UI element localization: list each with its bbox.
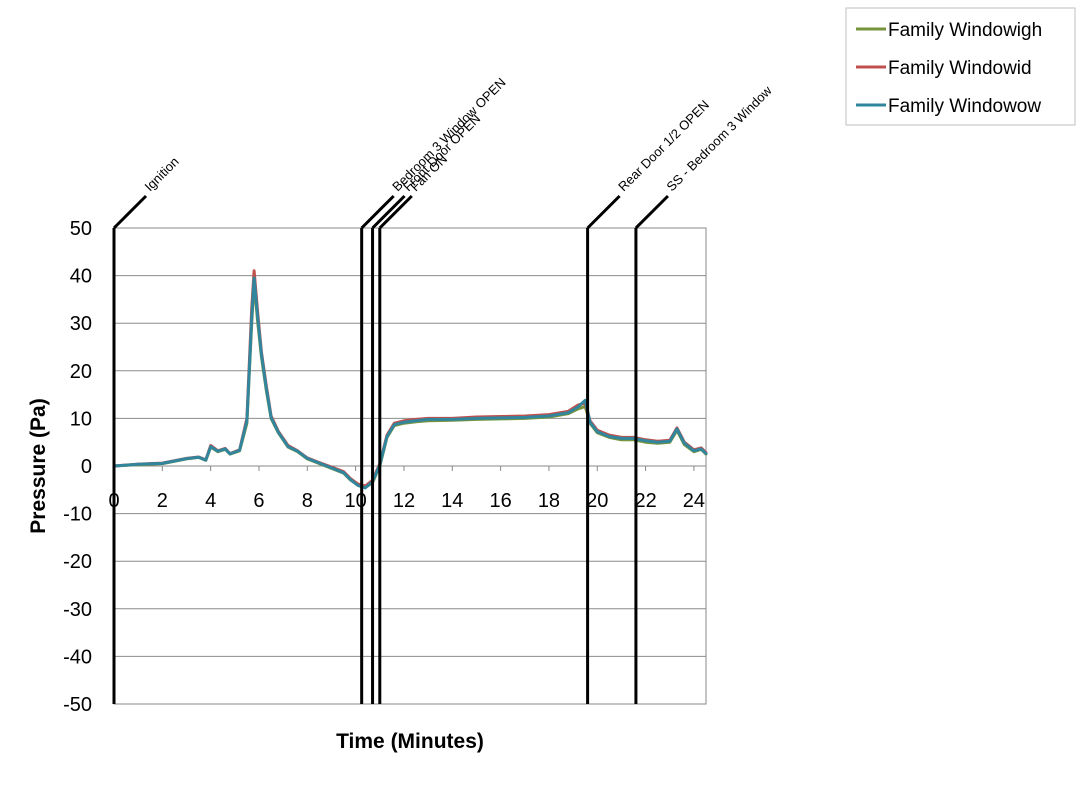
event-leader xyxy=(378,194,413,230)
y-tick-label: -50 xyxy=(63,694,92,716)
x-tick-label: 6 xyxy=(253,490,264,512)
x-tick-label: 12 xyxy=(393,490,415,512)
y-tick-label: 10 xyxy=(70,408,92,430)
event-leader xyxy=(112,194,148,230)
x-tick-label: 8 xyxy=(302,490,313,512)
series-line-1 xyxy=(112,281,708,489)
event-label: Ignition xyxy=(142,154,182,194)
x-axis-title: Time (Minutes) xyxy=(336,730,484,753)
legend-label: Family Windowigh xyxy=(888,20,1042,41)
series-lines xyxy=(112,269,708,490)
y-tick-label: 50 xyxy=(70,218,92,240)
legend-label: Family Windowow xyxy=(888,96,1041,117)
y-tick-labels: 50 40 30 20 10 0 -10 -20 -30 -40 -50 xyxy=(63,218,92,716)
x-tick-label: 2 xyxy=(157,490,168,512)
y-tick-label: 0 xyxy=(81,456,92,478)
legend: Family Windowigh Family Windowid Family Wi… xyxy=(845,7,1076,126)
y-tick-label: 40 xyxy=(70,266,92,288)
x-tick-label: 20 xyxy=(586,490,608,512)
series-line-3 xyxy=(112,276,708,490)
y-tick-label: -10 xyxy=(63,504,92,526)
event-leader xyxy=(360,194,395,230)
x-tick-label: 24 xyxy=(683,490,705,512)
axes xyxy=(113,228,706,704)
event-leader xyxy=(634,194,669,230)
y-tick-label: -30 xyxy=(63,599,92,621)
x-tick-label: 10 xyxy=(345,490,367,512)
y-axis-title: Pressure (Pa) xyxy=(27,398,50,533)
event-leader xyxy=(586,194,621,230)
event-leader xyxy=(371,194,406,230)
x-tick-label: 22 xyxy=(634,490,656,512)
y-tick-label: -20 xyxy=(63,551,92,573)
x-tick-label: 14 xyxy=(441,490,463,512)
series-line-2 xyxy=(112,269,708,488)
legend-label: Family Windowid xyxy=(888,58,1032,79)
y-tick-label: 30 xyxy=(70,313,92,335)
y-tick-label: -40 xyxy=(63,646,92,668)
x-tick-label: 4 xyxy=(205,490,216,512)
event-label: Rear Door 1/2 OPEN xyxy=(615,97,712,194)
x-tick-label: 16 xyxy=(489,490,511,512)
x-tick-label: 18 xyxy=(538,490,560,512)
y-tick-label: 20 xyxy=(70,361,92,383)
